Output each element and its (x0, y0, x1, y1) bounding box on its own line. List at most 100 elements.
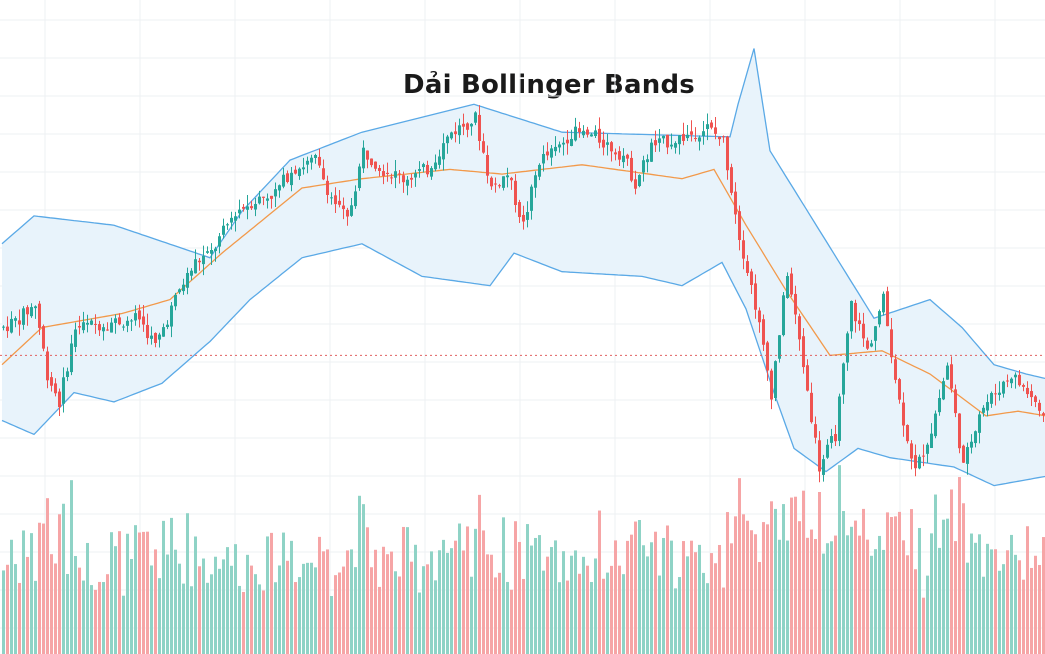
candle-body (530, 186, 533, 211)
volume-bar (250, 565, 253, 654)
candle-body (1006, 380, 1009, 382)
candle (418, 161, 421, 178)
volume-bar (766, 524, 769, 654)
candle (358, 163, 361, 191)
candle-body (1042, 413, 1045, 416)
candle-body (434, 162, 437, 170)
candle (370, 158, 373, 168)
volume-bar (1038, 564, 1041, 654)
candle (494, 177, 497, 193)
candle-body (1038, 402, 1041, 411)
candle (842, 362, 845, 404)
candle-body (546, 151, 549, 156)
candle (946, 362, 949, 380)
candle (470, 123, 473, 136)
candle (354, 185, 357, 209)
candle (1026, 381, 1029, 398)
candle (378, 165, 381, 177)
candle (1022, 383, 1025, 392)
volume-bar (98, 581, 101, 654)
volume-bar (890, 517, 893, 654)
volume-bar (1034, 555, 1037, 654)
candle (734, 182, 737, 224)
candle (138, 304, 141, 328)
volume-bar (530, 545, 533, 654)
volume-bar (914, 569, 917, 654)
candle-body (82, 322, 85, 331)
volume-bar (438, 550, 441, 654)
candle-body (954, 389, 957, 414)
candle-body (266, 198, 269, 201)
candle (894, 354, 897, 384)
volume-bar (894, 516, 897, 654)
candle-body (282, 174, 285, 187)
volume-bar (950, 489, 953, 654)
volume-bar (194, 536, 197, 654)
candle-body (426, 164, 429, 175)
volume-bar (110, 532, 113, 654)
candle (522, 205, 525, 230)
candle-body (846, 333, 849, 363)
volume-bar (446, 552, 449, 654)
candle-body (410, 177, 413, 180)
volume-bar (650, 542, 653, 654)
candle-body (866, 340, 869, 349)
candle-body (1030, 391, 1033, 398)
volume-bar (186, 513, 189, 654)
candle-body (154, 332, 157, 344)
candle-body (342, 205, 345, 210)
candle-body (854, 302, 857, 322)
candle-body (106, 329, 109, 331)
candle (346, 207, 349, 226)
volume-bar (818, 492, 821, 654)
candle (162, 323, 165, 337)
volume-bar (974, 542, 977, 654)
candle-body (86, 322, 89, 325)
volume-bar (990, 549, 993, 654)
volume-bar (910, 509, 913, 654)
candle (802, 328, 805, 374)
candle-body (402, 175, 405, 183)
volume-bar (62, 503, 65, 654)
candle (966, 442, 969, 475)
candle-body (834, 434, 837, 442)
volume-bar (394, 571, 397, 654)
candle-body (26, 307, 29, 315)
candle-body (286, 173, 289, 182)
volume-bar (378, 586, 381, 654)
volume-bar (686, 556, 689, 654)
candle-body (190, 270, 193, 276)
candle (142, 304, 145, 332)
candle (90, 318, 93, 326)
volume-bar (678, 577, 681, 654)
candle (714, 117, 717, 140)
candle-body (806, 365, 809, 391)
candle-body (1026, 387, 1029, 395)
volume-bar (782, 504, 785, 654)
candle-body (626, 154, 629, 159)
candle-body (238, 209, 241, 214)
candle-body (670, 144, 673, 147)
candle-body (998, 392, 1001, 395)
candle-body (574, 126, 577, 141)
candlesticks (2, 105, 1045, 483)
candle-body (334, 195, 337, 205)
candle (626, 153, 629, 166)
candle (754, 274, 757, 319)
candle (642, 155, 645, 182)
volume-bar (398, 576, 401, 654)
candle-body (622, 155, 625, 163)
volume-bar (594, 558, 597, 654)
candle-body (542, 153, 545, 164)
volume-bar (134, 525, 137, 654)
volume-bar (66, 573, 69, 654)
volume-bar (978, 534, 981, 654)
volume-bar (142, 531, 145, 654)
volume-bar (150, 565, 153, 654)
volume-bar (830, 541, 833, 654)
candle-body (298, 168, 301, 177)
candle-body (982, 407, 985, 413)
candle-body (134, 313, 137, 321)
volume-bar (606, 572, 609, 654)
candle-body (382, 171, 385, 176)
